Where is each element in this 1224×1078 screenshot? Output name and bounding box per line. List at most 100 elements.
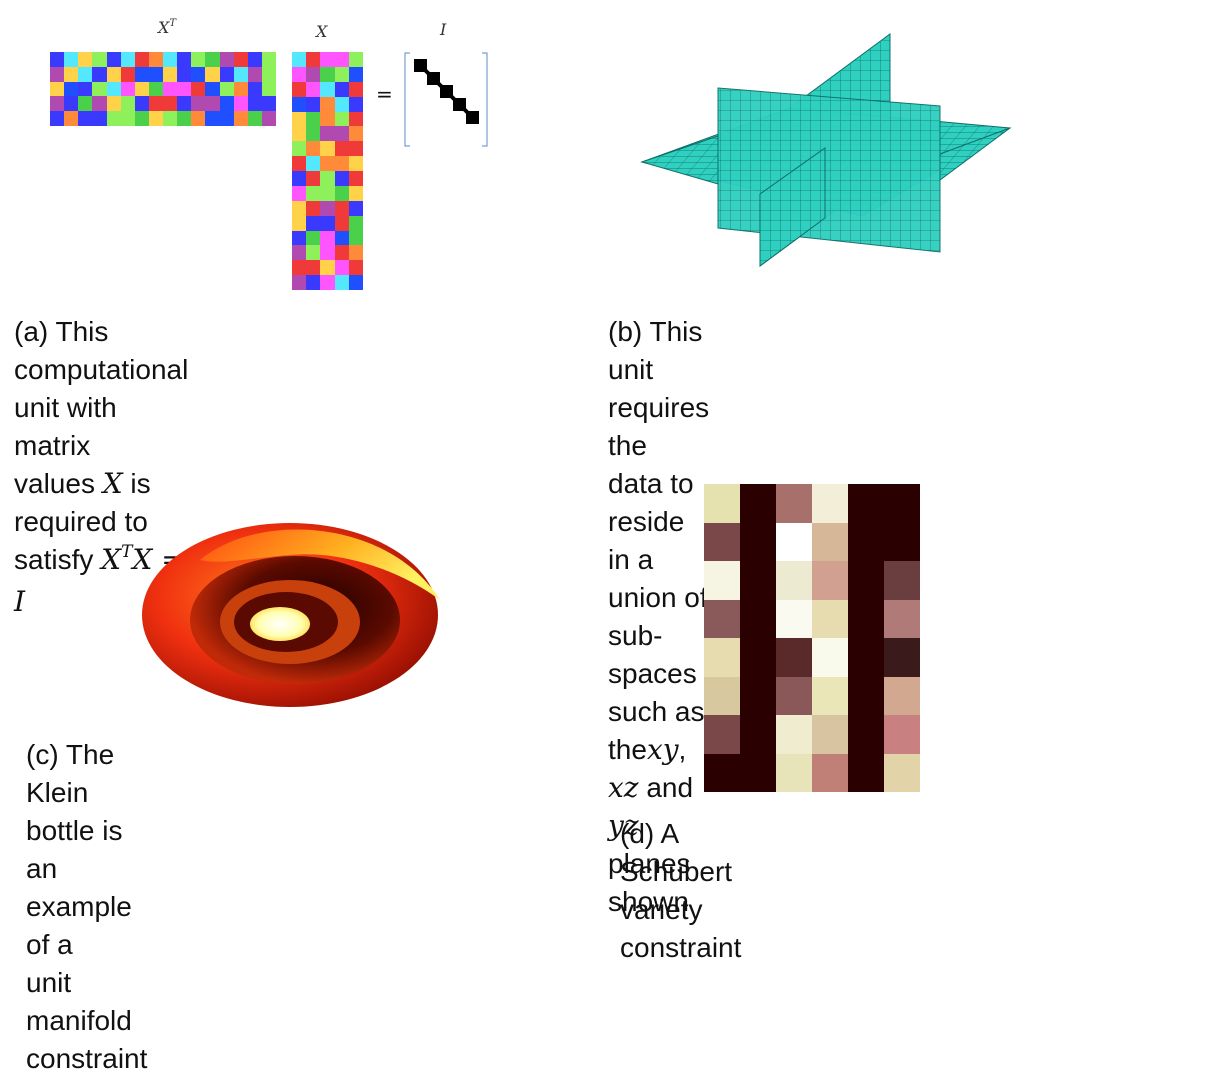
matrix-cell — [78, 96, 93, 112]
matrix-cell — [148, 66, 163, 82]
matrix-cell — [106, 66, 121, 82]
caption-c-line2: unit manifold constraint — [26, 967, 148, 1074]
caption-b-text: , — [678, 734, 687, 765]
plane-xy-right — [939, 127, 1011, 181]
matrix-cell — [334, 141, 349, 157]
math-xz: xz — [608, 771, 639, 804]
matrix-cell — [247, 111, 262, 126]
matrix-cell — [320, 52, 335, 67]
caption-b-text: union of sub-spaces such as the — [608, 582, 708, 765]
heatmap-cell — [812, 753, 848, 792]
matrix-cell — [205, 81, 220, 97]
matrix-cell — [320, 66, 335, 82]
matrix-cell — [247, 66, 262, 82]
heatmap-cell — [848, 599, 884, 638]
matrix-cell — [233, 81, 248, 97]
matrix-cell — [320, 141, 335, 157]
matrix-cell — [177, 81, 192, 97]
matrix-cell — [163, 52, 178, 67]
math-x: X — [102, 467, 123, 500]
matrix-cell — [50, 111, 65, 126]
heatmap-cell — [884, 522, 920, 561]
matrix-cell — [334, 275, 349, 290]
matrix-cell — [219, 96, 234, 112]
matrix-cell — [306, 200, 321, 216]
matrix-cell — [148, 81, 163, 97]
matrix-cell — [106, 96, 121, 112]
equals-sign: = — [376, 82, 393, 106]
matrix-cell — [292, 215, 307, 231]
klein-bottle-figure — [142, 523, 440, 707]
matrix-cell — [334, 245, 349, 261]
matrix-xt-label: XT — [158, 18, 176, 37]
heatmap-cell — [884, 638, 920, 677]
heatmap-cell — [704, 676, 740, 715]
matrix-cell — [306, 185, 321, 201]
matrix-cell — [320, 185, 335, 201]
matrix-cell — [306, 126, 321, 142]
matrix-cell — [134, 66, 149, 82]
matrix-cell — [92, 111, 107, 126]
matrix-cell — [106, 81, 121, 97]
matrix-cell — [348, 126, 363, 142]
heatmap-cell — [740, 676, 776, 715]
math-superscript-t: T — [121, 542, 133, 562]
heatmap-cell — [740, 484, 776, 523]
caption-b-text: and — [638, 772, 694, 803]
matrix-cell — [163, 111, 178, 126]
matrix-cell — [148, 52, 163, 67]
matrix-cell — [64, 96, 79, 112]
math-x: X — [101, 543, 122, 576]
matrix-cell — [334, 66, 349, 82]
matrix-cell — [348, 260, 363, 276]
heatmap-cell — [812, 561, 848, 600]
matrix-cell — [320, 81, 335, 97]
heatmap-cell — [848, 522, 884, 561]
heatmap-cell — [776, 599, 812, 638]
heatmap-cell — [704, 484, 740, 523]
matrix-cell — [292, 111, 307, 127]
matrix-cell — [348, 156, 363, 171]
matrix-cell — [292, 200, 307, 216]
matrix-cell — [348, 215, 363, 231]
matrix-x-label: X — [316, 22, 328, 41]
matrix-cell — [348, 111, 363, 127]
matrix-cell — [177, 52, 192, 67]
matrix-xt-heatmap — [50, 52, 276, 126]
matrix-cell — [233, 111, 248, 126]
matrix-cell — [306, 275, 321, 290]
caption-c-line1: (c) The Klein bottle is an example of a — [26, 739, 132, 960]
matrix-cell — [92, 66, 107, 82]
matrix-cell — [120, 52, 135, 67]
matrix-cell — [64, 111, 79, 126]
matrix-cell — [261, 81, 276, 97]
xt-label-x: X — [158, 18, 170, 37]
matrix-cell — [334, 111, 349, 127]
matrix-cell — [177, 66, 192, 82]
matrix-cell — [191, 81, 206, 97]
matrix-cell — [120, 66, 135, 82]
matrix-cell — [320, 215, 335, 231]
matrix-cell — [292, 96, 307, 112]
matrix-cell — [348, 81, 363, 97]
matrix-cell — [134, 96, 149, 112]
heatmap-cell — [776, 522, 812, 561]
heatmap-cell — [884, 561, 920, 600]
heatmap-cell — [884, 599, 920, 638]
matrix-cell — [334, 96, 349, 112]
matrix-cell — [205, 111, 220, 126]
matrix-cell — [92, 81, 107, 97]
matrix-cell — [191, 52, 206, 67]
heatmap-cell — [884, 753, 920, 792]
matrix-cell — [334, 200, 349, 216]
math-xy: xy — [646, 733, 679, 766]
matrix-cell — [292, 52, 307, 67]
heatmap-cell — [740, 599, 776, 638]
xt-label-sup: T — [169, 18, 177, 29]
left-bracket — [404, 52, 410, 147]
matrix-cell — [233, 96, 248, 112]
matrix-cell — [348, 52, 363, 67]
matrix-cell — [261, 52, 276, 67]
caption-b-line1: (b) This unit requires the data to resid… — [608, 316, 710, 575]
matrix-cell — [306, 81, 321, 97]
